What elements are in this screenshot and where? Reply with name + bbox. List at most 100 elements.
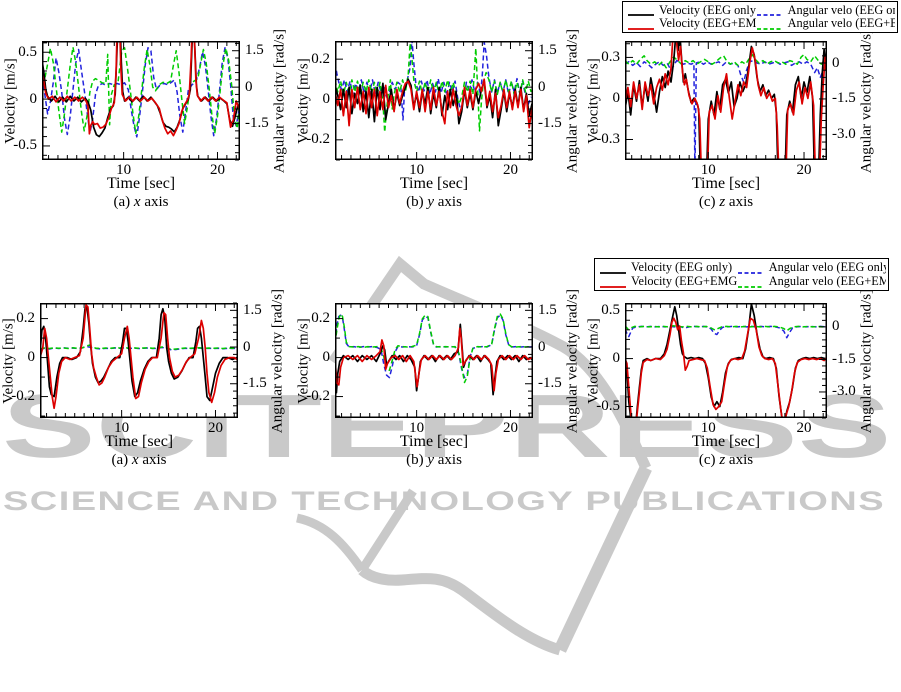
caption-axis-letter: z bbox=[719, 194, 726, 210]
right-tick-label: 1.5 bbox=[245, 42, 264, 59]
legend-label: Angular velo (EEG+EMG) bbox=[787, 17, 895, 31]
right-tick-label: -1.5 bbox=[538, 115, 562, 132]
left-tick-label: 0 bbox=[612, 89, 621, 106]
legend-line-sample bbox=[599, 264, 627, 274]
right-tick-label: 0 bbox=[538, 338, 546, 355]
caption-axis-letter: y bbox=[427, 194, 434, 210]
series-angular bbox=[41, 344, 237, 351]
logo-wave bbox=[358, 565, 562, 656]
ticks bbox=[336, 42, 532, 161]
plot-canvas bbox=[625, 303, 827, 419]
watermark-subtitle: SCIENCE AND TECHNOLOGY PUBLICATIONS bbox=[3, 486, 886, 516]
right-axis-label: Angular velocity [rad/s] bbox=[564, 288, 581, 433]
plot-bottom-x-axis: 10 20 0.2 0 -0.2 1.5 0 -1.5 Velocity [m/s] Angula… bbox=[1, 288, 286, 467]
right-tick-label: -1.5 bbox=[832, 350, 856, 367]
right-axis-label: Angular velocity [rad/s] bbox=[271, 28, 288, 173]
logo-check-left bbox=[295, 513, 366, 573]
left-axis-label: Velocity [m/s] bbox=[0, 317, 17, 404]
legend-entry: Angular velo (EEG+EMG) bbox=[737, 275, 886, 288]
x-tick-label: 20 bbox=[796, 420, 812, 436]
left-tick-label: -0.5 bbox=[13, 137, 37, 154]
legend-label: Velocity (EEG only) bbox=[659, 3, 756, 17]
x-tick-label: 10 bbox=[700, 420, 716, 436]
subplot-caption: (b) y axis bbox=[406, 194, 462, 210]
x-tick-label: 20 bbox=[502, 162, 518, 178]
legend-entry: Velocity (EEG only) bbox=[627, 4, 756, 17]
series-velocity bbox=[626, 42, 826, 159]
series-velocity bbox=[626, 317, 826, 417]
right-tick-label: -1.5 bbox=[245, 115, 269, 132]
legend-entry: Angular velo (EEG only) bbox=[737, 261, 886, 274]
left-tick-label: -0.3 bbox=[596, 130, 620, 147]
x-axis-label: Time [sec] bbox=[106, 175, 176, 192]
right-axis-label: Angular velocity [rad/s] bbox=[269, 288, 286, 433]
series-angular bbox=[626, 53, 826, 69]
legend-line-sample bbox=[599, 278, 627, 288]
legend-line-sample bbox=[627, 6, 655, 17]
plot-canvas bbox=[42, 41, 240, 161]
legend-label: Angular velo (EEG only) bbox=[768, 261, 886, 274]
right-tick-label: 1.5 bbox=[538, 301, 557, 318]
left-tick-label: 0 bbox=[612, 350, 621, 367]
right-tick-label: 0 bbox=[832, 318, 840, 335]
legend-line-sample bbox=[756, 20, 784, 30]
x-axis-label: Time [sec] bbox=[691, 433, 761, 450]
left-axis-label: Velocity [m/s] bbox=[2, 57, 19, 144]
right-tick-label: 0 bbox=[243, 338, 251, 355]
legend-line-sample bbox=[756, 6, 784, 17]
legend-line-sample bbox=[627, 20, 655, 30]
series-velocity bbox=[336, 78, 532, 129]
right-axis-label: Angular velocity [rad/s] bbox=[858, 28, 875, 173]
right-tick-label: 1.5 bbox=[243, 301, 262, 318]
right-axis-label: Angular velocity [rad/s] bbox=[858, 288, 875, 433]
x-tick-label: 10 bbox=[700, 162, 716, 178]
right-tick-label: 0 bbox=[245, 78, 253, 95]
left-tick-label: 0.2 bbox=[16, 310, 35, 327]
subplot-caption: (a) x axis bbox=[111, 452, 167, 468]
legend-label: Velocity (EEG+EMG) bbox=[631, 275, 737, 288]
legend-line-sample bbox=[737, 264, 765, 274]
right-tick-label: -1.5 bbox=[538, 375, 562, 392]
x-tick-label: 20 bbox=[207, 420, 223, 436]
legend-label: Velocity (EEG+EMG) bbox=[659, 17, 756, 31]
subplot-caption: (b) y axis bbox=[406, 452, 462, 468]
caption-axis-letter: z bbox=[719, 452, 726, 468]
plot-bottom-z-axis: 10 20 0.5 0 -0.5 0 -1.5 -3.0 Velocity [m/s] Angul… bbox=[586, 288, 875, 467]
left-tick-label: 0 bbox=[27, 349, 36, 366]
x-tick-label: 10 bbox=[409, 162, 425, 178]
left-tick-label: -0.2 bbox=[11, 388, 35, 405]
x-tick-label: 20 bbox=[796, 162, 812, 178]
left-tick-label: -0.2 bbox=[306, 131, 330, 148]
subplot-caption: (c) z axis bbox=[698, 194, 754, 210]
legend-entry: Velocity (EEG+EMG) bbox=[627, 17, 756, 30]
legend-label: Angular velo (EEG only) bbox=[787, 3, 895, 17]
legend-entry: Velocity (EEG only) bbox=[599, 261, 737, 274]
series-group bbox=[336, 42, 532, 133]
legend-top: Velocity (EEG only) Angular velo (EEG onl… bbox=[622, 1, 898, 33]
left-tick-label: 0.5 bbox=[601, 302, 620, 319]
legend-entry: Angular velo (EEG+EMG) bbox=[756, 17, 895, 30]
series-group bbox=[626, 42, 826, 159]
series-angular bbox=[626, 325, 826, 332]
right-tick-label: -3.0 bbox=[832, 126, 856, 143]
plot-canvas bbox=[335, 41, 533, 161]
plot-bottom-y-axis: 10 20 0.2 0 -0.2 1.5 0 -1.5 Velocity [m/s] Angula… bbox=[296, 288, 581, 467]
right-tick-label: 0 bbox=[832, 54, 840, 71]
plot-canvas bbox=[625, 40, 827, 160]
series-velocity bbox=[41, 304, 237, 410]
ticks bbox=[43, 42, 239, 161]
left-tick-label: 0.2 bbox=[311, 310, 330, 327]
subplot-caption: (a) x axis bbox=[113, 194, 169, 210]
legend-line-sample bbox=[737, 278, 765, 288]
plot-canvas bbox=[335, 302, 533, 418]
right-tick-label: -3.0 bbox=[832, 383, 856, 400]
x-axis-label: Time [sec] bbox=[399, 433, 469, 450]
left-tick-label: 0.3 bbox=[601, 48, 620, 65]
caption-axis-letter: y bbox=[427, 452, 434, 468]
x-axis-label: Time [sec] bbox=[691, 175, 761, 192]
right-tick-label: -1.5 bbox=[832, 90, 856, 107]
x-tick-label: 10 bbox=[116, 162, 132, 178]
right-tick-label: 0 bbox=[538, 78, 546, 95]
left-tick-label: 0.5 bbox=[18, 43, 37, 60]
